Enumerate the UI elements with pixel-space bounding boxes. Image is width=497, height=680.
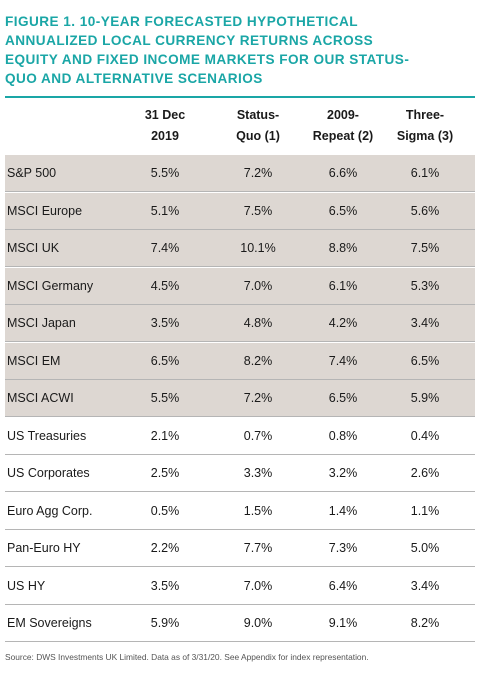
table-cell-value: 5.6% — [410, 203, 440, 218]
table-cell-value: 0.4% — [410, 428, 440, 443]
row-label: Pan-Euro HY — [7, 541, 81, 555]
table-cell-value: 1.1% — [410, 503, 440, 518]
table-row: US Corporates 2.5% 3.3% 3.2% 2.6% — [5, 455, 475, 492]
table-cell-value: 7.2% — [243, 166, 273, 180]
table-cell-value: 3.5% — [150, 578, 180, 593]
table-cell-value: 7.5% — [410, 241, 440, 255]
table-cell-value: 5.1% — [150, 203, 180, 218]
table-cell-value: 7.2% — [243, 391, 273, 405]
table-row: MSCI Europe 5.1% 7.5% 6.5% 5.6% — [5, 192, 475, 230]
table-cell-value: 2.5% — [150, 466, 180, 480]
table-cell-value: 6.5% — [410, 353, 440, 368]
table-cell-value: 2.2% — [150, 541, 180, 555]
column-header-status-quo: Status- Quo (1) — [236, 108, 280, 143]
row-label: MSCI Japan — [7, 316, 76, 330]
table-cell-value: 7.0% — [243, 578, 273, 593]
table-row: US Treasuries 2.1% 0.7% 0.8% 0.4% — [5, 417, 475, 455]
table-row: US HY 3.5% 7.0% 6.4% 3.4% — [5, 567, 475, 605]
table-cell-value: 7.5% — [243, 203, 273, 218]
table-cell-value: 6.6% — [328, 166, 358, 180]
row-label: MSCI Germany — [7, 278, 94, 293]
column-header-31-dec-2019: 31 Dec 2019 — [144, 108, 186, 143]
table-cell-value: 4.2% — [328, 316, 358, 330]
table-cell-value: 3.3% — [243, 466, 273, 480]
row-label: Euro Agg Corp. — [7, 503, 93, 518]
row-label: MSCI EM — [7, 353, 61, 368]
table-cell-value: 7.0% — [243, 278, 273, 293]
table-cell-value: 6.5% — [150, 353, 180, 368]
table-cell-value: 4.8% — [243, 316, 273, 330]
table-cell-value: 6.5% — [328, 203, 358, 218]
row-label: EM Sovereigns — [7, 616, 92, 630]
table-cell-value: 4.5% — [150, 278, 180, 293]
table-row: Pan-Euro HY 2.2% 7.7% 7.3% 5.0% — [5, 530, 475, 567]
figure-title: FIGURE 1. 10-YEAR FORECASTED HYPOTHETICA… — [5, 12, 487, 88]
table-cell-value: 2.1% — [150, 428, 180, 443]
title-divider — [5, 96, 475, 98]
table-cell-value: 3.5% — [150, 316, 180, 330]
table-cell-value: 5.9% — [150, 616, 180, 630]
table-row: MSCI Germany 4.5% 7.0% 6.1% 5.3% — [5, 267, 475, 305]
table-cell-value: 3.2% — [328, 466, 358, 480]
table-cell-value: 7.4% — [150, 241, 180, 255]
row-label: MSCI UK — [7, 241, 60, 255]
table-cell-value: 9.1% — [328, 616, 358, 630]
figure-title-line: ANNUALIZED LOCAL CURRENCY RETURNS ACROSS — [5, 33, 374, 48]
table-cell-value: 8.2% — [410, 616, 440, 630]
table-cell-value: 10.1% — [240, 241, 276, 255]
table-cell-value: 3.4% — [410, 578, 440, 593]
table-cell-value: 8.8% — [328, 241, 358, 255]
table-cell-value: 0.7% — [243, 428, 273, 443]
table-row: MSCI ACWI 5.5% 7.2% 6.5% 5.9% — [5, 380, 475, 417]
table-cell-value: 5.9% — [410, 391, 440, 405]
table-cell-value: 6.4% — [328, 578, 358, 593]
row-label: US HY — [7, 578, 46, 593]
table-row: MSCI UK 7.4% 10.1% 8.8% 7.5% — [5, 230, 475, 267]
table-row: MSCI Japan 3.5% 4.8% 4.2% 3.4% — [5, 305, 475, 342]
row-label: US Corporates — [7, 466, 90, 480]
table-cell-value: 5.3% — [410, 278, 440, 293]
table-cell-value: 3.4% — [410, 316, 440, 330]
table-cell-value: 5.5% — [150, 166, 180, 180]
table-cell-value: 2.6% — [410, 466, 440, 480]
table-cell-value: 9.0% — [243, 616, 273, 630]
figure-title-line: EQUITY AND FIXED INCOME MARKETS FOR OUR … — [5, 52, 410, 67]
table-cell-value: 7.3% — [328, 541, 358, 555]
table-cell-value: 7.4% — [328, 353, 358, 368]
table-cell-value: 1.4% — [328, 503, 358, 518]
table-row: MSCI EM 6.5% 8.2% 7.4% 6.5% — [5, 342, 475, 380]
table-row: Euro Agg Corp. 0.5% 1.5% 1.4% 1.1% — [5, 492, 475, 530]
row-label: MSCI Europe — [7, 203, 83, 218]
table-cell-value: 8.2% — [243, 353, 273, 368]
column-header-three-sigma: Three- Sigma (3) — [396, 108, 454, 143]
source-note: Source: DWS Investments UK Limited. Data… — [5, 652, 369, 662]
row-label: S&P 500 — [7, 166, 57, 180]
table-cell-value: 7.7% — [243, 541, 273, 555]
figure-title-line: QUO AND ALTERNATIVE SCENARIOS — [5, 71, 263, 86]
column-header-2009-repeat: 2009- Repeat (2) — [312, 108, 374, 143]
table-cell-value: 6.1% — [410, 166, 440, 180]
table-cell-value: 5.5% — [150, 391, 180, 405]
table-row: EM Sovereigns 5.9% 9.0% 9.1% 8.2% — [5, 605, 475, 642]
table-cell-value: 5.0% — [410, 541, 440, 555]
table-header: 31 Dec 2019 Status- Quo (1) 2009- Repeat… — [5, 98, 475, 154]
table-cell-value: 6.5% — [328, 391, 358, 405]
table-row: S&P 500 5.5% 7.2% 6.6% 6.1% — [5, 155, 475, 192]
table-cell-value: 0.5% — [150, 503, 180, 518]
row-label: US Treasuries — [7, 428, 87, 443]
table-cell-value: 6.1% — [328, 278, 358, 293]
figure-title-line: FIGURE 1. 10-YEAR FORECASTED HYPOTHETICA… — [5, 14, 359, 29]
table-cell-value: 0.8% — [328, 428, 358, 443]
table-cell-value: 1.5% — [243, 503, 273, 518]
row-label: MSCI ACWI — [7, 391, 74, 405]
